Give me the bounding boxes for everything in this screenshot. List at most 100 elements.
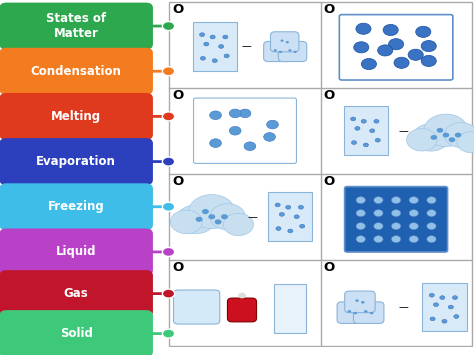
Circle shape bbox=[219, 45, 224, 48]
Circle shape bbox=[200, 33, 205, 37]
Circle shape bbox=[294, 215, 299, 219]
Circle shape bbox=[204, 42, 209, 46]
Text: O: O bbox=[173, 89, 183, 102]
Text: —: — bbox=[242, 42, 251, 51]
Circle shape bbox=[352, 141, 356, 144]
Circle shape bbox=[457, 132, 474, 153]
FancyBboxPatch shape bbox=[278, 42, 307, 61]
FancyBboxPatch shape bbox=[173, 290, 220, 324]
Circle shape bbox=[170, 210, 202, 234]
FancyBboxPatch shape bbox=[0, 183, 153, 230]
Text: Condensation: Condensation bbox=[31, 65, 122, 78]
Circle shape bbox=[288, 229, 293, 233]
Circle shape bbox=[374, 197, 383, 203]
Text: States of
Matter: States of Matter bbox=[46, 12, 106, 40]
Text: O: O bbox=[173, 3, 183, 16]
FancyBboxPatch shape bbox=[274, 284, 306, 333]
Circle shape bbox=[356, 210, 365, 217]
Circle shape bbox=[437, 128, 443, 133]
Circle shape bbox=[286, 206, 291, 209]
Text: Liquid: Liquid bbox=[56, 245, 96, 258]
Text: O: O bbox=[173, 175, 183, 188]
Circle shape bbox=[196, 217, 202, 222]
FancyBboxPatch shape bbox=[0, 310, 153, 355]
Circle shape bbox=[356, 223, 365, 230]
Circle shape bbox=[374, 236, 383, 242]
Circle shape bbox=[356, 236, 365, 242]
Circle shape bbox=[273, 49, 277, 51]
Circle shape bbox=[266, 120, 278, 129]
Circle shape bbox=[433, 303, 438, 307]
Text: O: O bbox=[323, 261, 335, 274]
Circle shape bbox=[355, 299, 359, 302]
Text: Melting: Melting bbox=[51, 110, 101, 123]
Circle shape bbox=[351, 117, 356, 121]
Circle shape bbox=[229, 109, 241, 118]
Circle shape bbox=[212, 59, 217, 62]
Circle shape bbox=[210, 111, 221, 120]
FancyBboxPatch shape bbox=[337, 302, 367, 323]
Circle shape bbox=[354, 312, 357, 315]
FancyBboxPatch shape bbox=[0, 138, 153, 185]
Text: Evaporation: Evaporation bbox=[36, 155, 116, 168]
Circle shape bbox=[389, 39, 404, 50]
Circle shape bbox=[392, 223, 401, 230]
Circle shape bbox=[288, 49, 292, 51]
FancyBboxPatch shape bbox=[271, 32, 299, 52]
Circle shape bbox=[279, 213, 284, 216]
Circle shape bbox=[163, 22, 174, 31]
Circle shape bbox=[238, 293, 246, 299]
Circle shape bbox=[453, 296, 457, 300]
Circle shape bbox=[163, 202, 174, 211]
FancyBboxPatch shape bbox=[354, 302, 384, 323]
Circle shape bbox=[408, 49, 423, 60]
Circle shape bbox=[427, 223, 436, 230]
Circle shape bbox=[407, 129, 437, 151]
Circle shape bbox=[210, 35, 215, 39]
Circle shape bbox=[202, 209, 209, 214]
Circle shape bbox=[394, 57, 409, 69]
Circle shape bbox=[374, 119, 379, 123]
FancyBboxPatch shape bbox=[0, 48, 153, 95]
Circle shape bbox=[392, 236, 401, 242]
Circle shape bbox=[244, 142, 256, 151]
Circle shape bbox=[383, 24, 398, 36]
Circle shape bbox=[163, 289, 174, 298]
Circle shape bbox=[189, 195, 235, 229]
Circle shape bbox=[421, 40, 436, 52]
FancyBboxPatch shape bbox=[0, 229, 153, 275]
Circle shape bbox=[201, 56, 205, 60]
FancyBboxPatch shape bbox=[193, 22, 237, 71]
Circle shape bbox=[229, 126, 241, 135]
Circle shape bbox=[392, 197, 401, 203]
Circle shape bbox=[455, 133, 461, 137]
Text: Gas: Gas bbox=[64, 287, 89, 300]
Circle shape bbox=[442, 320, 447, 323]
Circle shape bbox=[444, 122, 474, 147]
Circle shape bbox=[298, 206, 303, 209]
FancyBboxPatch shape bbox=[0, 2, 153, 49]
Circle shape bbox=[448, 305, 453, 309]
Circle shape bbox=[364, 143, 368, 147]
Circle shape bbox=[424, 114, 468, 147]
Circle shape bbox=[412, 124, 449, 151]
FancyBboxPatch shape bbox=[0, 93, 153, 140]
Circle shape bbox=[223, 35, 228, 39]
Circle shape bbox=[364, 310, 367, 313]
Circle shape bbox=[355, 126, 360, 130]
Circle shape bbox=[361, 59, 376, 70]
Text: O: O bbox=[323, 175, 335, 188]
Text: O: O bbox=[323, 3, 335, 16]
Circle shape bbox=[409, 236, 419, 242]
Circle shape bbox=[427, 197, 436, 203]
Circle shape bbox=[430, 135, 437, 140]
Circle shape bbox=[430, 317, 435, 321]
FancyBboxPatch shape bbox=[268, 192, 312, 241]
Text: —: — bbox=[399, 126, 409, 136]
Circle shape bbox=[449, 137, 456, 142]
FancyBboxPatch shape bbox=[264, 42, 292, 61]
Circle shape bbox=[163, 112, 174, 121]
FancyBboxPatch shape bbox=[345, 291, 375, 313]
Circle shape bbox=[361, 119, 366, 123]
Circle shape bbox=[454, 315, 459, 318]
